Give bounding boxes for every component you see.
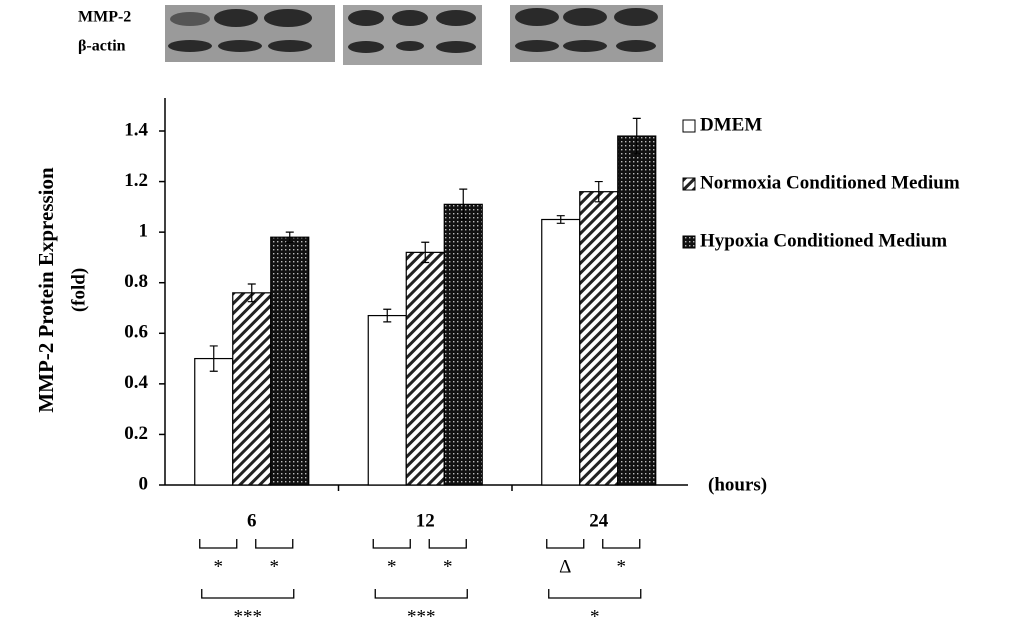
x-tick-label: 6	[247, 510, 257, 531]
legend-label: Normoxia Conditioned Medium	[700, 172, 960, 193]
significance-bracket	[199, 539, 238, 549]
legend-swatch	[682, 177, 696, 191]
significance-label: Δ	[559, 556, 571, 577]
y-tick-label: 0.4	[124, 372, 148, 393]
y-tick-label: 0	[139, 473, 149, 494]
bar	[443, 203, 483, 486]
significance-label: *	[443, 556, 453, 577]
error-bar	[209, 345, 218, 372]
legend-swatch	[682, 119, 696, 133]
y-tick-label: 1.4	[124, 119, 148, 140]
y-axis-label: MMP-2 Protein Expression	[34, 167, 58, 413]
significance-bracket	[255, 539, 294, 549]
significance-label: *	[270, 556, 280, 577]
significance-label: *	[214, 556, 224, 577]
significance-label: ***	[407, 606, 436, 627]
x-tick-label: 12	[416, 510, 435, 531]
y-tick-label: 1	[139, 221, 149, 242]
x-axis-label: (hours)	[708, 474, 767, 495]
significance-bracket	[546, 539, 585, 549]
bar	[367, 314, 407, 486]
y-axis-unit: (fold)	[68, 268, 89, 312]
blot-label: β-actin	[78, 38, 126, 55]
significance-label: *	[617, 556, 627, 577]
error-bar	[285, 231, 294, 243]
significance-label: *	[590, 606, 600, 627]
x-tick-label: 24	[589, 510, 609, 531]
y-tick-label: 0.8	[124, 271, 148, 292]
significance-bracket	[602, 539, 641, 549]
blot-label: MMP-2	[78, 9, 131, 26]
error-bar	[632, 117, 641, 155]
error-bar	[383, 308, 392, 323]
blot	[165, 5, 663, 65]
significance-bracket	[548, 589, 642, 599]
error-bar	[421, 241, 430, 264]
error-bar	[556, 215, 565, 224]
significance-label: ***	[234, 606, 263, 627]
bar	[617, 135, 657, 486]
significance-bracket	[428, 539, 467, 549]
y-tick-label: 0.6	[124, 322, 148, 343]
y-tick-label: 0.2	[124, 423, 148, 444]
error-bar	[247, 283, 256, 303]
bar	[541, 218, 581, 486]
error-bar	[459, 188, 468, 221]
bar	[232, 292, 272, 486]
significance-bracket	[201, 589, 295, 599]
significance-label: *	[387, 556, 397, 577]
y-tick-label: 1.2	[124, 170, 148, 191]
bar	[270, 236, 310, 486]
legend-label: DMEM	[700, 114, 762, 135]
error-bar	[594, 180, 603, 203]
bar	[194, 357, 234, 486]
bar	[579, 191, 619, 486]
significance-bracket	[374, 589, 468, 599]
bar	[405, 251, 445, 486]
legend-swatch	[682, 235, 696, 249]
legend-label: Hypoxia Conditioned Medium	[700, 230, 947, 251]
significance-bracket	[372, 539, 411, 549]
